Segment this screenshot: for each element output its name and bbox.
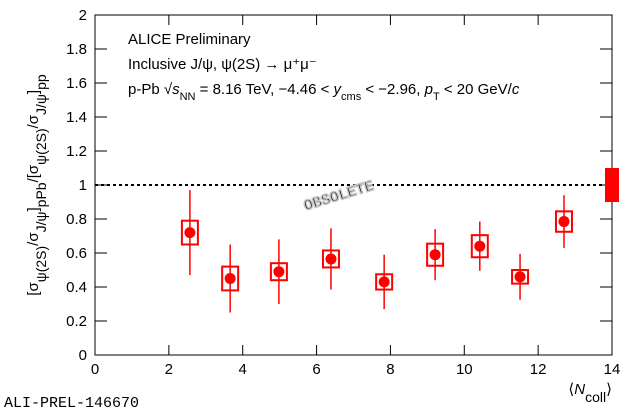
annotation: Inclusive J/ψ, ψ(2S) → μ⁺μ⁻ [128,56,317,73]
sys-error-box [180,219,199,246]
data-point [273,266,285,278]
footer: ALI-PREL-146670 [4,395,139,412]
text-segment: [σ [25,282,42,296]
text-segment: N [574,381,585,398]
text-segment: ] [25,207,42,211]
sys-error-box [321,249,340,269]
text-segment: NN [180,91,196,103]
y-tick-label: 1.2 [66,143,87,160]
text-segment: < 20 GeV/ [440,81,513,98]
data-point [378,276,390,288]
text-segment: cms [341,91,362,103]
sys-error-box [511,269,530,285]
sys-error-box [554,210,573,233]
y-tick-label: 0.6 [66,245,87,262]
data-point [558,216,570,228]
text-segment: T [433,91,440,103]
data-point [514,271,526,283]
text-segment: ] [25,90,42,94]
x-tick-label: 12 [530,361,547,378]
text-segment: /[σ [25,164,42,182]
y-tick-label: 1 [79,177,87,194]
y-axis-label: [σψ(2S)/σJ/ψ]pPb/[σψ(2S)/σJ/ψ]pp [25,74,49,296]
text-segment: J/ψ [33,94,49,115]
text-segment: J/ψ [33,211,49,232]
x-tick-label: 4 [239,361,247,378]
y-tick-label: 0.8 [66,211,87,228]
text-segment: ψ(2S) [33,246,49,282]
text-segment: p-Pb √ [128,81,173,98]
x-tick-label: 6 [312,361,320,378]
y-tick-label: 0.2 [66,313,87,330]
watermark: OBSOLETE [302,178,376,215]
text-segment: c [512,81,520,98]
text-segment: /σ [25,232,42,246]
y-tick-label: 0.4 [66,279,87,296]
text-segment: /σ [25,114,42,128]
text-segment: ⟩ [606,381,612,398]
data-point [325,253,337,265]
data-point [474,240,486,252]
x-tick-label: 8 [386,361,394,378]
text-segment: pPb [33,182,49,207]
y-tick-label: 1.8 [66,41,87,58]
text-segment: = 8.16 TeV, −4.46 < [195,81,333,98]
text-segment: ψ(2S) [33,128,49,164]
sys-error-box [269,262,288,282]
x-tick-label: 10 [456,361,473,378]
text-segment: y [333,81,343,98]
text-segment: ALICE Preliminary [128,31,251,48]
y-tick-label: 2 [79,7,87,24]
y-tick-label: 1.4 [66,109,87,126]
text-segment: s [172,81,180,98]
data-point [184,227,196,239]
text-segment: p [424,81,433,98]
text-segment: < −2.96, [361,81,424,98]
y-tick-label: 1.6 [66,75,87,92]
sys-error-box [221,265,240,292]
x-tick-label: 14 [604,361,621,378]
text-segment: ⟨ [568,381,574,398]
annotation: ALICE Preliminary [128,31,251,48]
x-axis-label: ⟨Ncoll⟩ [568,381,612,405]
x-tick-label: 0 [91,361,99,378]
global-uncertainty [605,168,619,202]
text-segment: pp [33,74,49,90]
y-tick-label: 0 [79,347,87,364]
data-point [224,273,236,284]
x-tick-label: 2 [165,361,173,378]
annotation: p-Pb √sNN = 8.16 TeV, −4.46 < ycms < −2.… [128,81,520,103]
text-segment: coll [585,389,606,405]
sys-error-box [375,273,394,291]
sys-error-box [470,234,489,259]
text-segment: Inclusive J/ψ, ψ(2S) → μ⁺μ⁻ [128,56,317,73]
data-point [429,249,441,261]
sys-error-box [426,242,445,267]
